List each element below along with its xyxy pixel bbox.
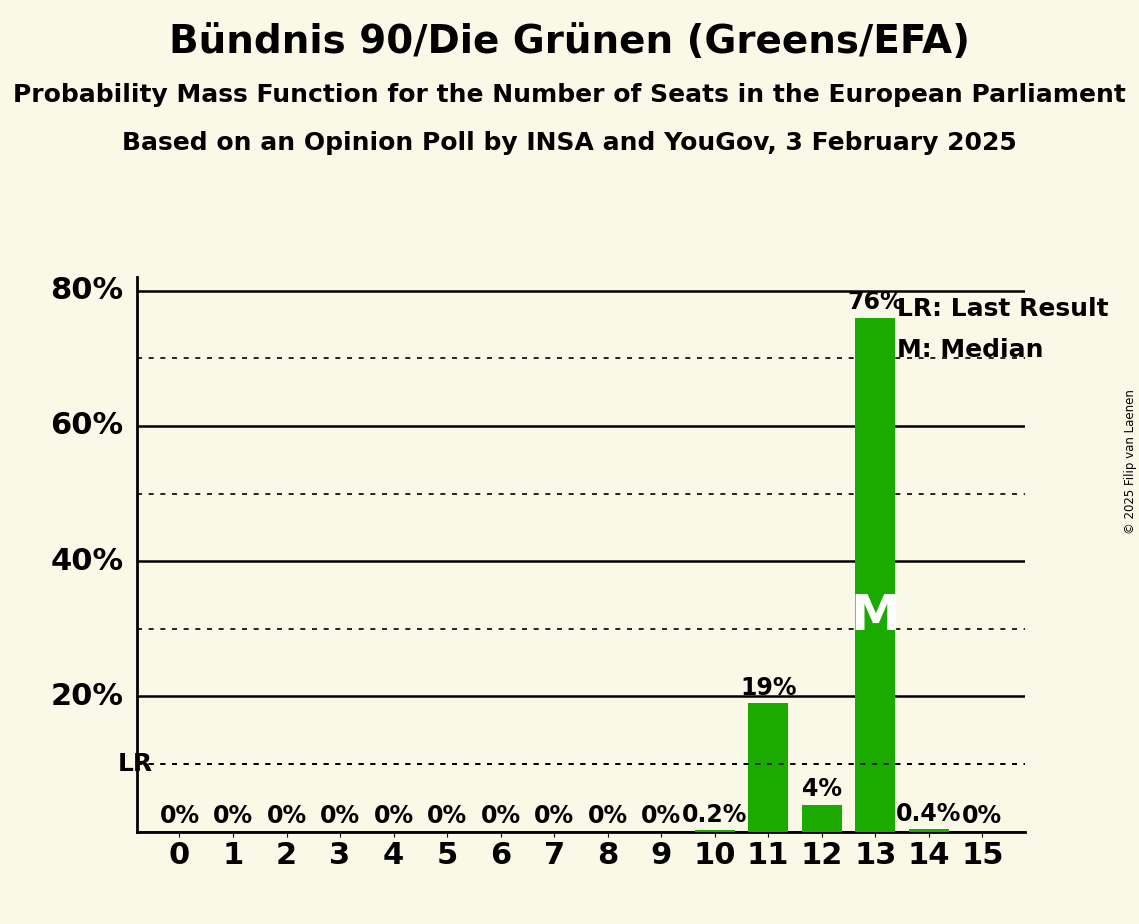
Text: LR: Last Result: LR: Last Result [896,298,1108,322]
Text: 40%: 40% [50,547,123,576]
Text: 0%: 0% [320,804,360,828]
Text: 0%: 0% [588,804,628,828]
Text: 20%: 20% [50,682,123,711]
Text: 19%: 19% [740,675,796,699]
Text: 0%: 0% [267,804,306,828]
Text: 0%: 0% [481,804,521,828]
Text: 0%: 0% [427,804,467,828]
Text: 4%: 4% [802,777,842,801]
Bar [855,318,895,832]
Text: 0.2%: 0.2% [682,803,747,827]
Text: 0%: 0% [534,804,574,828]
Bar [748,703,788,832]
Text: 60%: 60% [50,411,123,441]
Bar [695,831,735,832]
Text: 80%: 80% [50,276,123,305]
Text: 0%: 0% [374,804,413,828]
Text: 0%: 0% [159,804,199,828]
Text: 0%: 0% [213,804,253,828]
Text: M: M [851,591,900,639]
Text: Bündnis 90/Die Grünen (Greens/EFA): Bündnis 90/Die Grünen (Greens/EFA) [169,23,970,61]
Text: Based on an Opinion Poll by INSA and YouGov, 3 February 2025: Based on an Opinion Poll by INSA and You… [122,131,1017,155]
Text: © 2025 Filip van Laenen: © 2025 Filip van Laenen [1124,390,1137,534]
Text: M: Median: M: Median [896,338,1043,362]
Bar [802,805,842,832]
Bar [909,829,949,832]
Text: LR: LR [117,752,153,776]
Text: 0%: 0% [641,804,681,828]
Text: Probability Mass Function for the Number of Seats in the European Parliament: Probability Mass Function for the Number… [13,83,1126,107]
Text: 0%: 0% [962,804,1002,828]
Text: 0.4%: 0.4% [896,801,961,825]
Text: 76%: 76% [847,290,903,314]
